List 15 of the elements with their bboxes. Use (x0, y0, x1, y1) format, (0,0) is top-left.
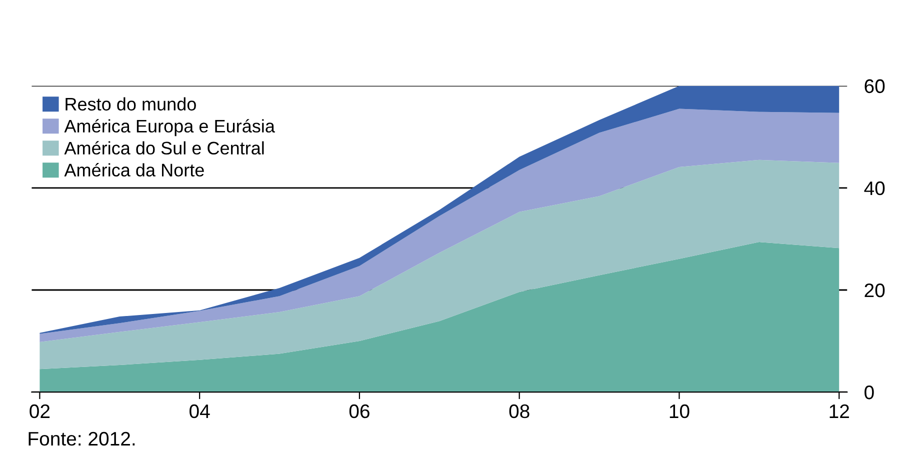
source-note: Fonte: 2012. (28, 432, 135, 446)
x-tick-label: 10 (670, 404, 690, 418)
legend-label: América do Sul e Central (64, 141, 264, 155)
x-tick-label: 02 (30, 404, 50, 418)
x-tick-label: 12 (830, 404, 849, 418)
y-tick-label: 0 (864, 386, 874, 400)
y-tick-label: 60 (864, 79, 885, 94)
legend-label: Resto do mundo (66, 97, 196, 111)
x-tick-label: 08 (509, 404, 530, 418)
legend-label: América da Norte (64, 163, 204, 177)
x-tick-label: 04 (190, 404, 210, 418)
legend-label: América Europa e Eurásia (64, 119, 275, 136)
y-tick-label: 40 (864, 181, 885, 196)
x-tick-label: 06 (349, 404, 370, 418)
y-tick-label: 20 (864, 283, 885, 298)
